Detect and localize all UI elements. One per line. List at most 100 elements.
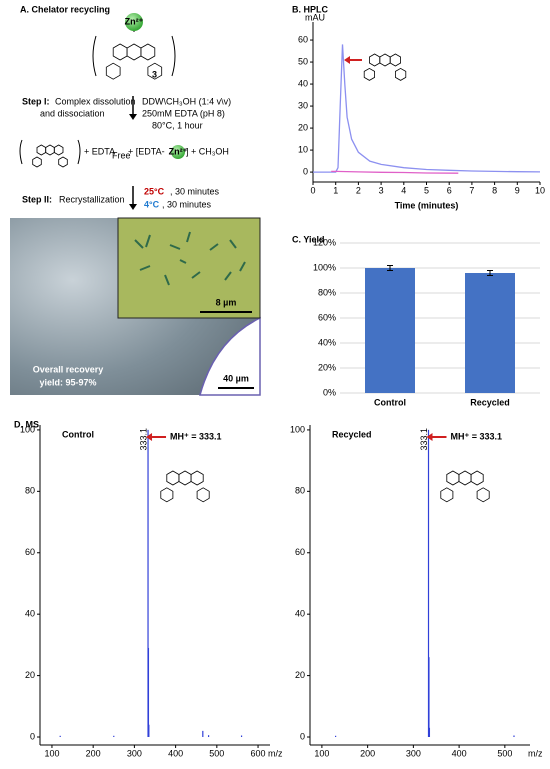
bar: [365, 268, 415, 393]
ring: [45, 144, 55, 156]
y-tick-label: 20: [295, 670, 305, 680]
x-tick-label: 100: [44, 748, 59, 758]
ring: [53, 144, 64, 156]
x-tick-label: 600: [251, 748, 266, 758]
x-tick-label: 5: [424, 185, 429, 195]
x-tick-label: 100: [314, 748, 329, 758]
panel-title: B. HPLC: [292, 4, 329, 14]
molecule: [105, 43, 163, 80]
y-tick-label: 100: [20, 424, 35, 434]
scale-label: 40 µm: [223, 373, 249, 383]
ring: [36, 144, 47, 156]
x-tick-label: 400: [168, 748, 183, 758]
time: , 30 minutes: [162, 199, 212, 209]
x-tick-label: 8: [492, 185, 497, 195]
arrow-head: [146, 433, 153, 441]
ring: [105, 62, 121, 80]
x-axis-label: m/z: [268, 748, 283, 758]
y-tick-label: 80%: [318, 287, 336, 297]
y-tick-label: 20: [25, 670, 35, 680]
arrow-head: [344, 56, 350, 64]
y-tick-label: 20%: [318, 362, 336, 372]
step-text: and dissociation: [40, 108, 105, 118]
y-tick-label: 60%: [318, 312, 336, 322]
x-tick-label: 300: [127, 748, 142, 758]
arrow-head: [129, 204, 137, 210]
step-text: Complex dissolution: [55, 96, 136, 106]
equation: Free: [112, 150, 131, 160]
condition: 80°C, 1 hour: [152, 120, 203, 130]
ring: [112, 43, 128, 61]
x-tick-label: 7: [469, 185, 474, 195]
x-tick-label: 500: [497, 748, 512, 758]
x-tick-label: Recycled: [470, 397, 510, 407]
zinc-ion: [171, 145, 185, 159]
bar: [465, 273, 515, 393]
y-tick-label: 60: [295, 547, 305, 557]
x-tick-label: 200: [360, 748, 375, 758]
y-tick-label: 50: [298, 56, 308, 66]
y-tick-label: 10: [298, 144, 308, 154]
y-axis-label: mAU: [305, 12, 325, 22]
y-tick-label: 20: [298, 122, 308, 132]
y-tick-label: 100%: [313, 262, 336, 272]
y-tick-label: 0: [300, 731, 305, 741]
x-tick-label: 10: [535, 185, 545, 195]
bracket: [92, 35, 176, 77]
bracket: [19, 139, 81, 165]
x-tick-label: 300: [406, 748, 421, 758]
x-tick-label: 200: [86, 748, 101, 758]
x-tick-label: 400: [452, 748, 467, 758]
y-tick-label: 60: [298, 34, 308, 44]
ring: [166, 470, 180, 486]
y-tick-label: 40%: [318, 337, 336, 347]
temperature: 25°C: [144, 186, 165, 196]
molecule: [160, 470, 210, 503]
y-tick-label: 40: [295, 609, 305, 619]
zinc-ion: [125, 13, 143, 31]
annotation: MH⁺ = 333.1: [451, 431, 503, 441]
panel-title: A. Chelator recycling: [20, 4, 110, 14]
peak-label: 333.1: [419, 428, 429, 451]
ring: [190, 470, 204, 486]
condition: 250mM EDTA (pH 8): [142, 108, 225, 118]
ring: [368, 53, 381, 67]
ring: [476, 487, 490, 503]
y-tick-label: 30: [298, 100, 308, 110]
ring: [196, 487, 210, 503]
spectrum-label: Control: [62, 429, 94, 439]
ring: [178, 470, 192, 486]
x-tick-label: 2: [356, 185, 361, 195]
ring: [379, 53, 391, 67]
ring: [470, 470, 484, 486]
x-axis-label: Time (minutes): [395, 200, 459, 210]
y-tick-label: 60: [25, 547, 35, 557]
error-bar: [487, 270, 493, 276]
zinc-label: Zn²⁺: [125, 16, 144, 26]
temperature: 4°C: [144, 199, 160, 209]
molecule: [363, 53, 407, 81]
step-label: Step II:: [22, 194, 52, 204]
line: [331, 170, 459, 174]
arrow-head: [426, 433, 433, 441]
x-tick-label: 9: [515, 185, 520, 195]
time: , 30 minutes: [170, 186, 220, 196]
recovery-text: Overall recovery: [33, 364, 104, 374]
x-tick-label: 4: [401, 185, 406, 195]
ring: [389, 53, 402, 67]
equation: ] + CH₃OH: [186, 146, 229, 156]
condition: DDW\CH₃OH (1:4 v\v): [142, 96, 231, 106]
y-tick-label: 100: [290, 424, 305, 434]
crystals: [134, 231, 246, 286]
ring: [458, 470, 472, 486]
line: [313, 44, 541, 173]
panel-title: C. Yield: [292, 234, 325, 244]
multiplier: 3: [152, 69, 157, 79]
y-tick-label: 0: [30, 731, 35, 741]
ring: [58, 156, 68, 168]
y-tick-label: 40: [25, 609, 35, 619]
y-tick-label: 0: [303, 166, 308, 176]
ring: [446, 470, 460, 486]
ring: [160, 487, 174, 503]
